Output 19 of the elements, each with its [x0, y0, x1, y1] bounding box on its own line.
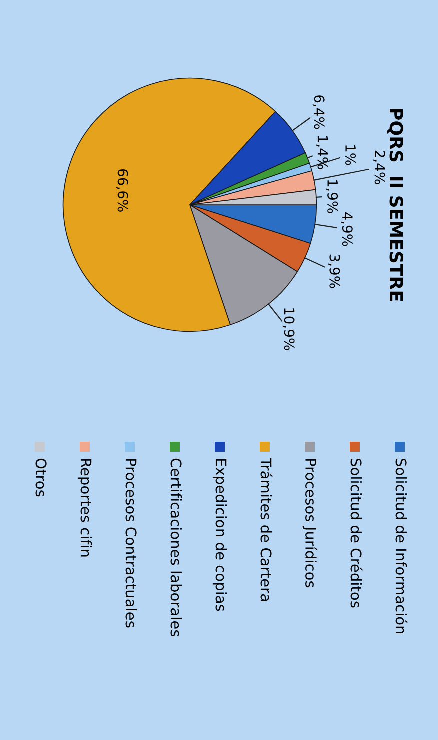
data-label: 10,9%	[282, 308, 295, 350]
legend-label: Solicitud de Créditos	[350, 458, 363, 608]
data-label: 1,4%	[316, 136, 328, 170]
data-label: 6,4%	[312, 96, 325, 130]
data-label: 66,6%	[116, 169, 128, 212]
data-label: 1,9%	[326, 180, 338, 214]
legend-label: Procesos Jurídicos	[302, 459, 318, 588]
data-label: 4,9%	[340, 212, 353, 246]
legend-label: Procesos Contractuales	[126, 459, 138, 628]
legend-label: Expedicion de copias	[212, 459, 228, 612]
legend-label: Reportes cifin	[78, 459, 92, 557]
legend-label: Otros	[36, 458, 47, 497]
text: PQRS II SEMESTRE	[387, 109, 404, 302]
legend-label: Trámites de Cartera	[260, 458, 273, 602]
data-label: 3,9%	[328, 254, 340, 288]
legend-label: Solicitud de Información	[396, 458, 408, 634]
data-label: 2,4%	[373, 150, 386, 184]
data-label: 1%	[346, 146, 356, 166]
legend-label: Certificaciones laborales	[170, 458, 182, 637]
